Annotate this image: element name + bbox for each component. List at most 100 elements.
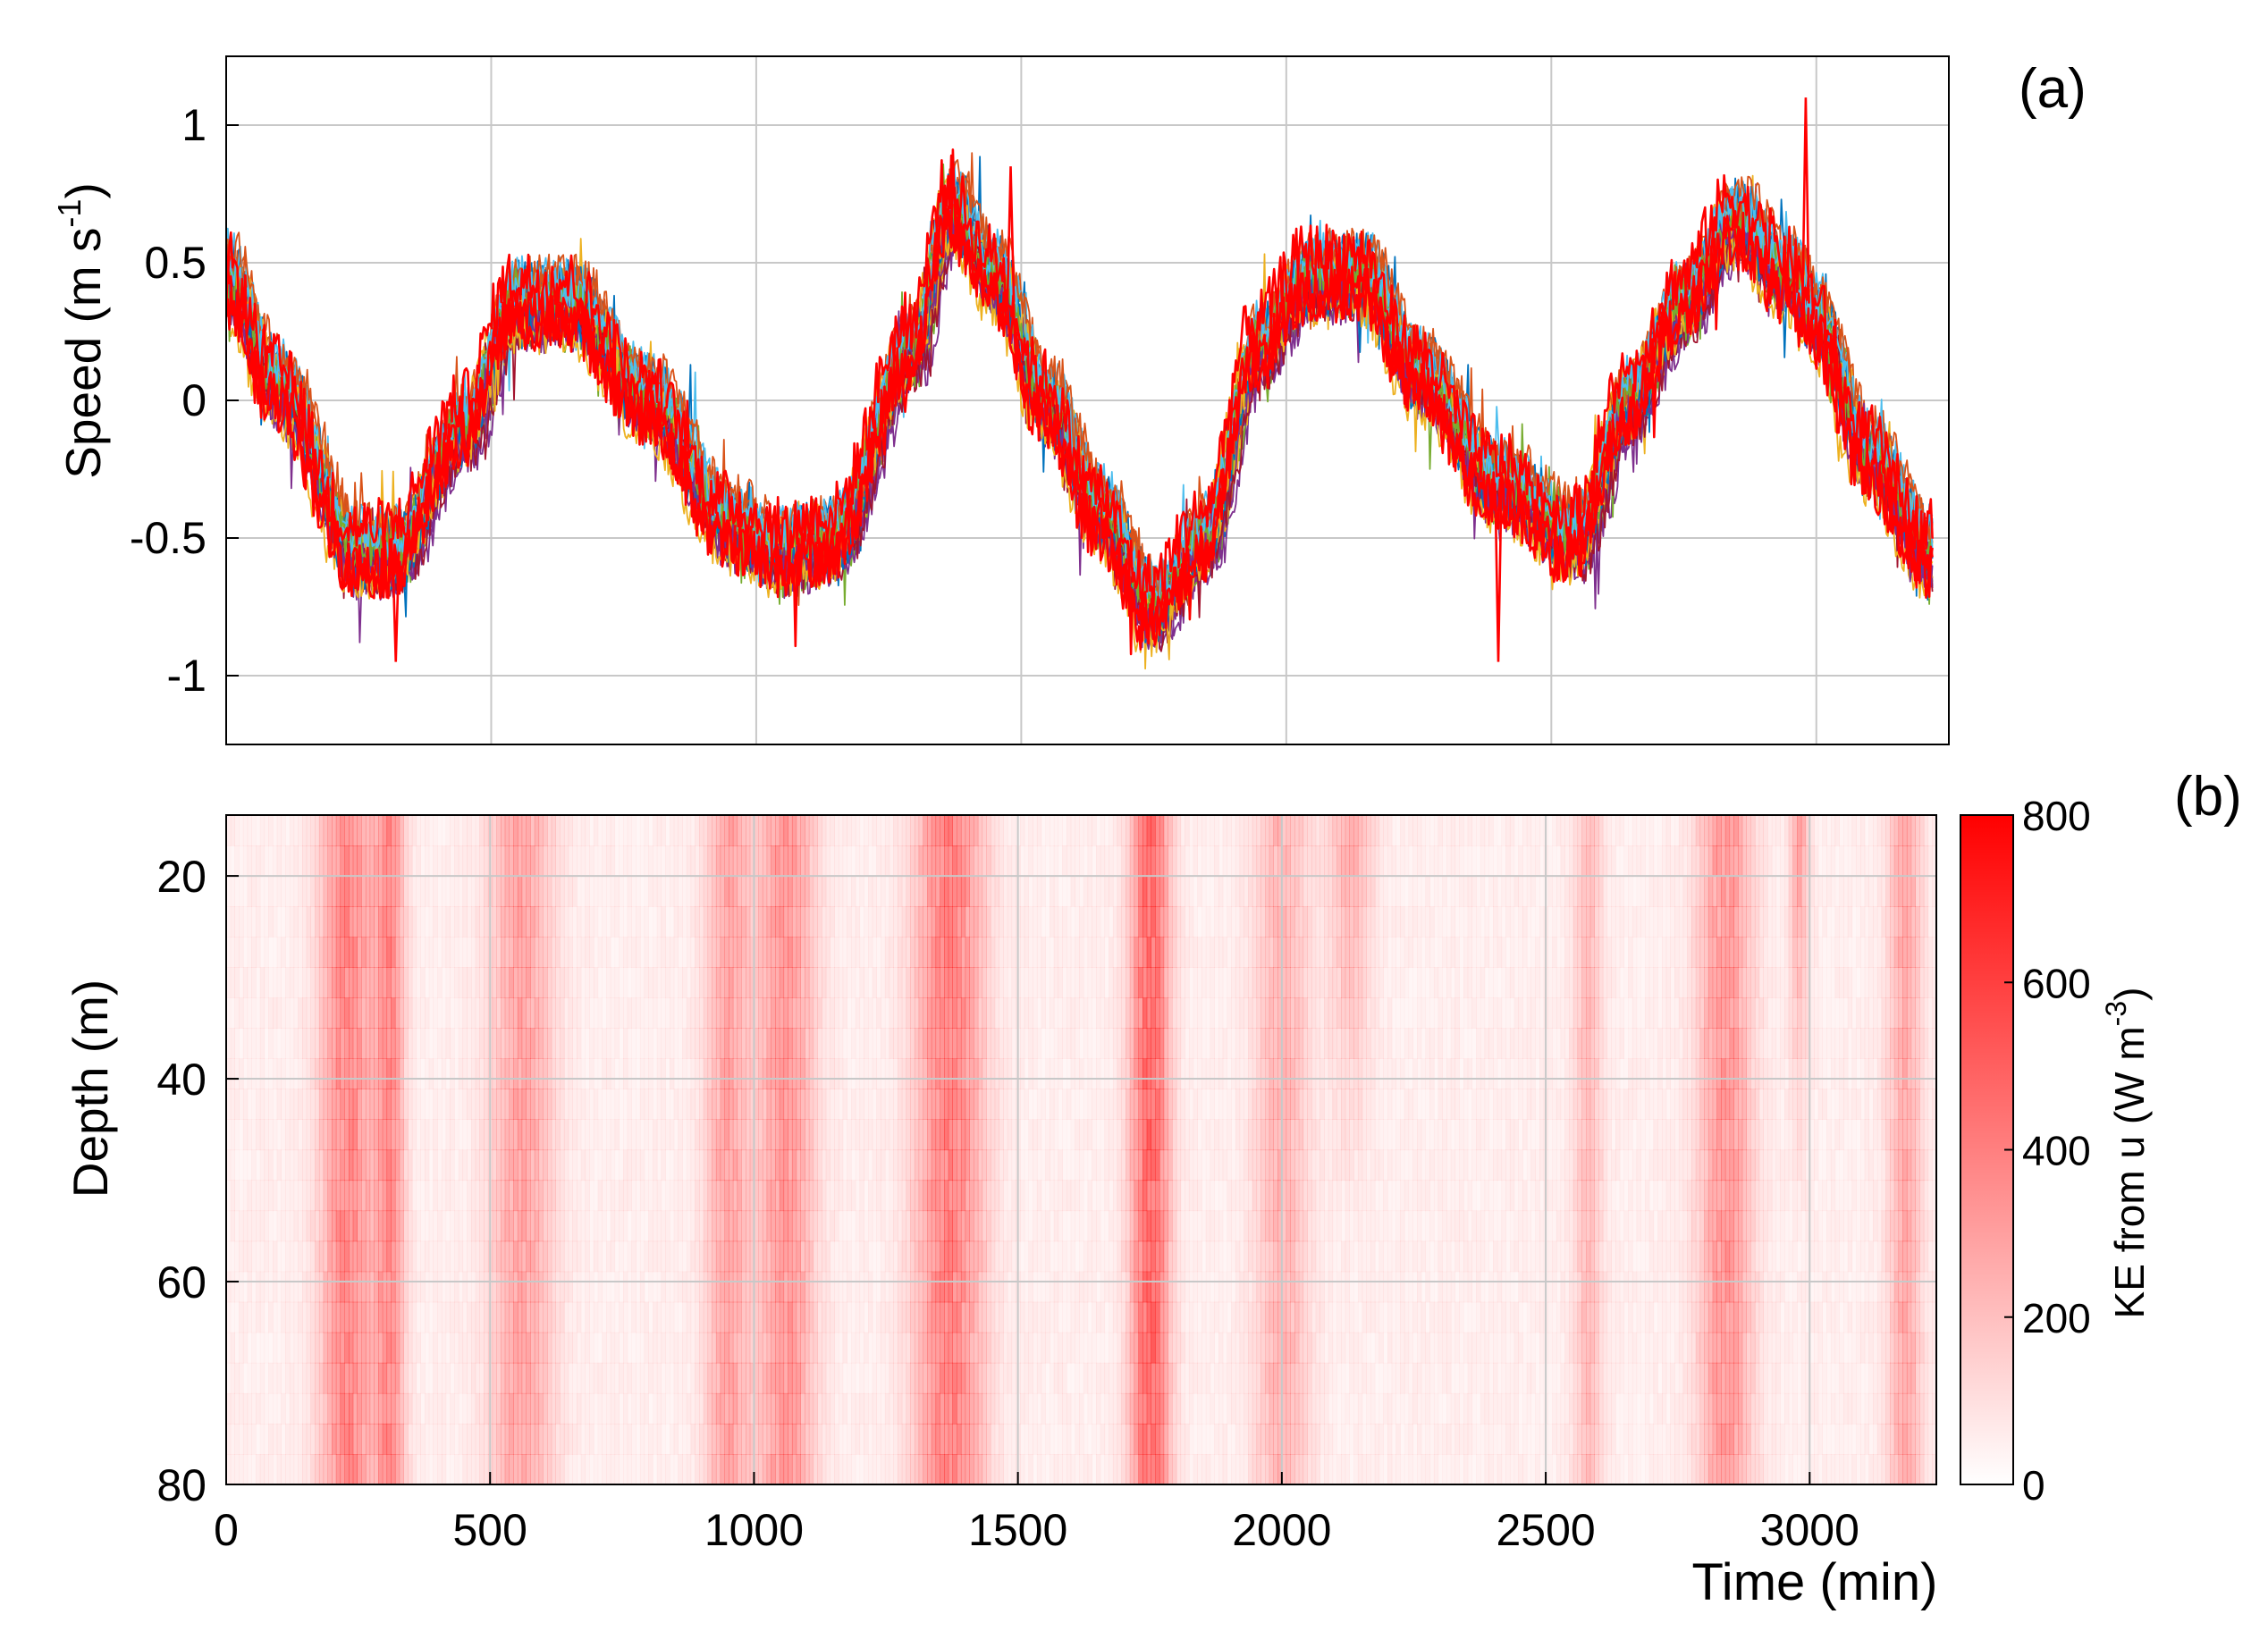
ke-heatmap-cell xyxy=(914,1271,920,1303)
ke-heatmap-cell xyxy=(1121,1119,1126,1151)
ke-heatmap-cell xyxy=(690,845,696,877)
ke-heatmap-cell xyxy=(450,967,455,998)
ke-heatmap-cell xyxy=(479,1392,485,1425)
ke-heatmap-cell xyxy=(703,1240,709,1273)
ke-heatmap-cell xyxy=(1041,1089,1046,1120)
ke-heatmap-cell xyxy=(825,1210,830,1242)
ke-heatmap-cell xyxy=(682,1028,687,1059)
ke-heatmap-cell xyxy=(1041,1332,1046,1364)
ke-heatmap-cell xyxy=(1020,876,1025,907)
ke-heatmap-cell xyxy=(513,1210,519,1242)
ke-heatmap-cell xyxy=(855,1119,861,1151)
ke-heatmap-cell xyxy=(1083,997,1089,1029)
ke-heatmap-cell xyxy=(1071,1424,1075,1455)
ke-heatmap-cell xyxy=(411,1119,417,1151)
ke-heatmap-cell xyxy=(606,1454,611,1484)
ke-heatmap-cell xyxy=(631,1423,637,1455)
ke-heatmap-cell xyxy=(306,1240,311,1273)
ke-heatmap-cell xyxy=(1163,845,1168,877)
ke-heatmap-cell xyxy=(636,1301,641,1333)
ke-heatmap-cell xyxy=(960,1332,966,1364)
ke-heatmap-cell xyxy=(982,1210,987,1242)
ke-heatmap-cell xyxy=(1007,876,1013,907)
ke-heatmap-cell xyxy=(808,845,814,877)
ke-heatmap-cell xyxy=(656,1332,662,1364)
ke-heatmap-cell xyxy=(589,815,594,846)
ke-heatmap-cell xyxy=(724,876,729,907)
ke-heatmap-cell xyxy=(990,1423,996,1455)
ke-heatmap-cell xyxy=(999,1392,1004,1425)
ke-heatmap-cell xyxy=(492,1454,497,1484)
ke-heatmap-cell xyxy=(496,1301,502,1333)
ke-heatmap-cell xyxy=(1112,1149,1118,1181)
ke-heatmap-cell xyxy=(285,845,291,877)
ke-heatmap-cell xyxy=(513,1301,519,1333)
ke-heatmap-cell xyxy=(1003,845,1008,877)
ke-heatmap-cell xyxy=(340,845,345,877)
ke-heatmap-cell xyxy=(1104,1332,1109,1364)
ke-heatmap-cell xyxy=(349,1119,354,1151)
ke-heatmap-cell xyxy=(547,815,552,846)
ke-heatmap-cell xyxy=(771,906,776,938)
ke-heatmap-cell xyxy=(610,997,616,1029)
ke-heatmap-cell xyxy=(838,967,844,998)
ke-heatmap-cell xyxy=(230,1362,235,1394)
ke-heatmap-cell xyxy=(394,1362,400,1394)
ke-heatmap-cell xyxy=(1104,906,1109,938)
ke-heatmap-cell xyxy=(623,1454,628,1484)
ke-heatmap-cell xyxy=(986,1240,991,1273)
ke-heatmap-cell xyxy=(788,815,793,846)
ke-heatmap-cell xyxy=(310,937,316,968)
ke-heatmap-cell xyxy=(754,1149,759,1181)
ke-heatmap-cell xyxy=(673,1180,679,1212)
ke-heatmap-cell xyxy=(335,1028,341,1059)
ke-heatmap-cell xyxy=(948,937,953,968)
ke-heatmap-cell xyxy=(509,967,514,998)
ke-heatmap-cell xyxy=(990,937,996,968)
ke-heatmap-cell xyxy=(1050,1210,1055,1242)
ke-heatmap-cell xyxy=(568,845,573,877)
ke-heatmap-cell xyxy=(450,876,455,907)
ke-heatmap-cell xyxy=(315,937,320,968)
ke-heatmap-cell xyxy=(901,1362,907,1394)
ke-heatmap-cell xyxy=(462,1180,468,1212)
ke-heatmap-cell xyxy=(644,1362,649,1394)
ke-heatmap-cell xyxy=(623,1089,628,1120)
ke-heatmap-cell xyxy=(248,1150,252,1181)
ke-heatmap-cell xyxy=(230,1180,235,1212)
ke-heatmap-cell xyxy=(411,1332,417,1364)
ke-heatmap-cell xyxy=(665,1271,670,1303)
ke-heatmap-cell xyxy=(889,1392,894,1425)
ke-heatmap-cell xyxy=(234,876,240,907)
ke-heatmap-cell xyxy=(720,876,725,907)
ke-heatmap-cell xyxy=(513,997,519,1029)
ke-heatmap-cell xyxy=(999,1332,1004,1364)
ke-heatmap-cell xyxy=(1172,845,1177,877)
ke-heatmap-cell xyxy=(340,1058,345,1089)
ke-heatmap-cell xyxy=(1007,1392,1013,1425)
ke-heatmap-cell xyxy=(715,1210,721,1242)
ke-heatmap-cell xyxy=(1041,937,1046,968)
ke-heatmap-cell xyxy=(1083,1454,1089,1484)
ke-heatmap-cell xyxy=(918,1089,923,1120)
ke-heatmap-cell xyxy=(411,1392,417,1425)
ke-heatmap-cell xyxy=(589,1271,594,1303)
ke-heatmap-cell xyxy=(585,876,590,907)
ke-heatmap-cell xyxy=(365,1119,371,1151)
ke-heatmap-cell xyxy=(534,1332,540,1364)
ke-heatmap-cell xyxy=(230,1058,235,1089)
ke-heatmap-cell xyxy=(408,1392,413,1425)
ke-heatmap-cell xyxy=(251,815,257,846)
ke-heatmap-cell xyxy=(264,1301,269,1333)
ke-heatmap-cell xyxy=(509,845,514,877)
ke-heatmap-cell xyxy=(838,1392,844,1425)
ke-heatmap-cell xyxy=(732,1240,738,1273)
ke-heatmap-cell xyxy=(619,1392,624,1425)
ke-heatmap-cell xyxy=(425,937,430,968)
ke-heatmap-cell xyxy=(445,1149,451,1181)
ke-heatmap-cell xyxy=(1096,1454,1101,1484)
ke-heatmap-cell xyxy=(1054,1424,1058,1455)
ke-heatmap-cell xyxy=(369,1240,375,1273)
ke-heatmap-cell xyxy=(1092,876,1097,907)
ke-heatmap-cell xyxy=(289,1180,295,1212)
